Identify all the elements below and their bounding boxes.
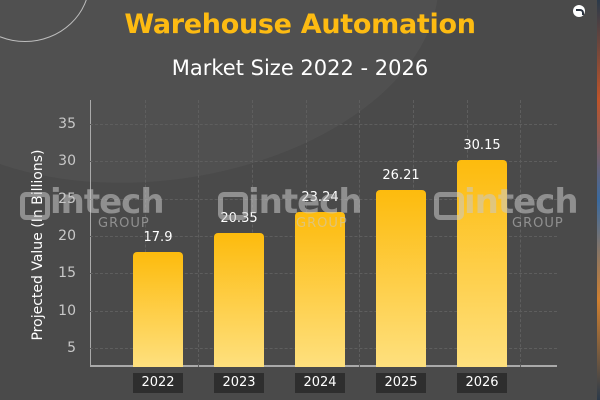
gridline-vertical bbox=[520, 100, 521, 367]
y-axis-label: Projected Value (In Billions) bbox=[30, 149, 46, 341]
bar-value-label: 17.9 bbox=[143, 229, 173, 245]
y-tick-label: 15 bbox=[58, 265, 76, 282]
share-icon[interactable] bbox=[573, 5, 585, 17]
y-tick-label: 25 bbox=[58, 190, 76, 207]
bar-value-label: 20.35 bbox=[220, 211, 258, 227]
bar-2022[interactable] bbox=[133, 251, 183, 367]
bar-2026[interactable] bbox=[457, 160, 507, 367]
y-axis-line bbox=[90, 100, 91, 367]
x-tick-label: 2023 bbox=[214, 373, 264, 393]
edge-strip bbox=[597, 0, 600, 400]
x-tick-label: 2025 bbox=[376, 373, 426, 393]
bar-2023[interactable] bbox=[214, 233, 264, 367]
gridline-vertical bbox=[359, 100, 360, 367]
y-tick-label: 30 bbox=[58, 153, 76, 170]
bar-value-label: 30.15 bbox=[463, 138, 501, 154]
gridline-horizontal bbox=[90, 123, 557, 125]
bar-2024[interactable] bbox=[295, 211, 345, 367]
x-tick-label: 2024 bbox=[295, 373, 345, 393]
x-tick-label: 2026 bbox=[457, 373, 507, 393]
gridline-horizontal bbox=[90, 161, 557, 163]
gridline-vertical bbox=[145, 100, 146, 367]
x-tick-label: 2022 bbox=[133, 373, 183, 393]
chart-title: Warehouse Automation bbox=[124, 9, 476, 40]
y-tick-label: 10 bbox=[58, 302, 76, 319]
bar-value-label: 26.21 bbox=[382, 167, 420, 183]
bar-2025[interactable] bbox=[376, 189, 426, 367]
gridline-horizontal bbox=[90, 198, 557, 200]
gridline-vertical bbox=[198, 100, 199, 367]
bar-value-label: 23.24 bbox=[301, 189, 339, 205]
y-tick-label: 35 bbox=[58, 115, 76, 132]
y-tick-label: 20 bbox=[58, 227, 76, 244]
y-tick-label: 5 bbox=[67, 340, 76, 356]
chart-subtitle: Market Size 2022 - 2026 bbox=[171, 56, 429, 80]
